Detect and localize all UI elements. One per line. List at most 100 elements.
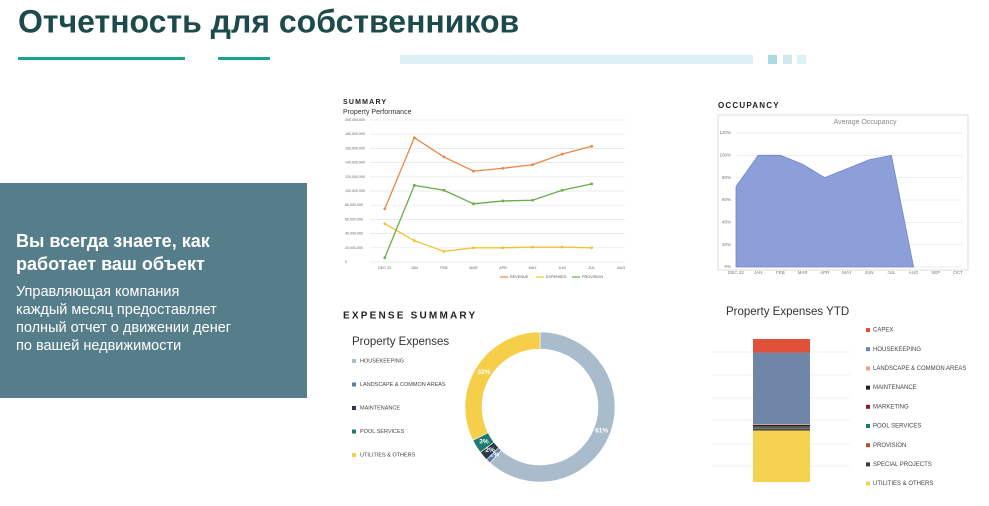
accent-square bbox=[797, 55, 806, 64]
y-tick-label: 140,000,000 bbox=[345, 161, 365, 165]
y-tick-label: 200,000,000 bbox=[345, 118, 365, 122]
panel-text: по вашей недвижимости bbox=[16, 338, 181, 354]
bar-segment bbox=[753, 339, 810, 353]
legend-swatch bbox=[866, 404, 870, 409]
accent-square bbox=[768, 55, 777, 64]
panel-heading: Вы всегда знаете, как bbox=[16, 231, 211, 251]
chart-subtitle: Property Performance bbox=[343, 109, 412, 116]
legend-label: CAPEX bbox=[873, 328, 893, 334]
y-tick-label: 40,000,000 bbox=[345, 232, 363, 236]
x-tick-label: MAR bbox=[798, 270, 809, 275]
info-panel bbox=[0, 183, 307, 398]
x-tick-label: MAY bbox=[529, 266, 537, 270]
legend-swatch bbox=[866, 462, 870, 467]
chart-title: OCCUPANCY bbox=[718, 101, 780, 110]
y-tick-label: 40% bbox=[722, 220, 731, 225]
y-tick-label: 20% bbox=[722, 242, 731, 247]
legend-label: UTILITIES & OTHERS bbox=[360, 452, 416, 458]
y-tick-label: 60% bbox=[722, 197, 731, 202]
x-tick-label: DEC 22 bbox=[378, 266, 391, 270]
x-tick-label: AUG bbox=[617, 266, 625, 270]
x-tick-label: APR bbox=[820, 270, 830, 275]
x-tick-label: MAY bbox=[842, 270, 851, 275]
x-tick-label: FEB bbox=[776, 270, 785, 275]
bar-segment bbox=[753, 428, 810, 430]
data-label: 1% bbox=[490, 451, 500, 458]
accent-bar bbox=[400, 55, 753, 64]
legend-swatch bbox=[866, 385, 870, 390]
legend-swatch bbox=[352, 429, 356, 434]
y-tick-label: 60,000,000 bbox=[345, 217, 363, 221]
series-line bbox=[384, 183, 592, 258]
chart-subtitle: Property Expenses bbox=[352, 336, 449, 348]
legend-swatch bbox=[352, 406, 356, 410]
donut-slice bbox=[489, 331, 616, 483]
legend-swatch bbox=[352, 359, 356, 363]
legend-label: SPECIAL PROJECTS bbox=[873, 462, 932, 468]
donut-slice bbox=[464, 331, 541, 441]
legend-label: LANDSCAPE & COMMON AREAS bbox=[360, 382, 446, 388]
y-tick-label: 0 bbox=[345, 260, 347, 264]
legend-swatch bbox=[866, 424, 870, 428]
y-tick-label: 120% bbox=[719, 130, 731, 135]
data-label: 32% bbox=[477, 369, 490, 376]
series-line bbox=[384, 223, 592, 253]
accent-line bbox=[218, 57, 270, 60]
x-tick-label: APR bbox=[499, 266, 507, 270]
panel-text: каждый месяц предоставляет bbox=[16, 302, 217, 318]
legend-label: HOUSEKEEPING bbox=[360, 358, 404, 364]
x-tick-label: JUN bbox=[558, 266, 566, 270]
x-tick-label: JUN bbox=[865, 270, 874, 275]
y-tick-label: 80% bbox=[722, 175, 731, 180]
series-line bbox=[384, 136, 592, 209]
accent-square bbox=[783, 55, 792, 64]
accent-line bbox=[18, 57, 185, 60]
legend-swatch bbox=[866, 328, 870, 332]
legend-swatch bbox=[866, 347, 870, 352]
legend-swatch bbox=[352, 453, 356, 457]
chart-frame bbox=[717, 114, 969, 271]
x-tick-label: SEP bbox=[931, 270, 940, 275]
legend-label: MARKETING bbox=[873, 404, 909, 410]
x-tick-label: FEB bbox=[440, 266, 448, 270]
legend-label: POOL SERVICES bbox=[360, 429, 405, 435]
legend-label: POOL SERVICES bbox=[873, 424, 921, 430]
legend-swatch bbox=[352, 382, 356, 387]
bar-segment bbox=[753, 430, 810, 482]
data-label: 3% bbox=[479, 439, 489, 446]
panel-text: полный отчет о движении денег bbox=[16, 320, 231, 336]
bar-segment bbox=[753, 429, 810, 431]
legend-swatch bbox=[866, 481, 870, 486]
chart-title: SUMMARY bbox=[343, 99, 387, 106]
chart-subtitle: Average Occupancy bbox=[834, 119, 897, 126]
chart-title: Property Expenses YTD bbox=[726, 306, 849, 318]
legend-label: LANDSCAPE & COMMON AREAS bbox=[873, 366, 966, 372]
y-tick-label: 20,000,000 bbox=[345, 246, 363, 250]
panel-text: Управляющая компания bbox=[16, 284, 179, 300]
legend-label: MAINTENANCE bbox=[873, 385, 917, 391]
x-tick-label: DEC 22 bbox=[728, 270, 744, 275]
x-tick-label: JAN bbox=[754, 270, 763, 275]
x-tick-label: JAN bbox=[411, 266, 418, 270]
legend-label: EXPENSES bbox=[546, 275, 567, 279]
bar-segment bbox=[753, 424, 810, 427]
bar-segment bbox=[753, 426, 810, 429]
area bbox=[735, 154, 915, 268]
y-tick-label: 80,000,000 bbox=[345, 203, 363, 207]
y-tick-label: 0% bbox=[724, 264, 731, 269]
y-tick-label: 120,000,000 bbox=[345, 175, 365, 179]
y-tick-label: 100,000,000 bbox=[345, 189, 365, 193]
y-tick-label: 180,000,000 bbox=[345, 132, 365, 136]
legend-label: PROVISION bbox=[582, 275, 603, 279]
y-tick-label: 160,000,000 bbox=[345, 146, 365, 150]
legend-swatch bbox=[866, 366, 870, 371]
x-tick-label: MAR bbox=[469, 266, 478, 270]
bar-segment bbox=[753, 426, 810, 427]
y-tick-label: 100% bbox=[719, 153, 731, 158]
slide-title: Отчетность для собственников bbox=[18, 3, 519, 39]
bar-segment bbox=[753, 424, 810, 425]
bar-segment bbox=[753, 352, 810, 425]
legend-swatch bbox=[866, 443, 870, 448]
legend-label: UTILITIES & OTHERS bbox=[873, 481, 933, 487]
